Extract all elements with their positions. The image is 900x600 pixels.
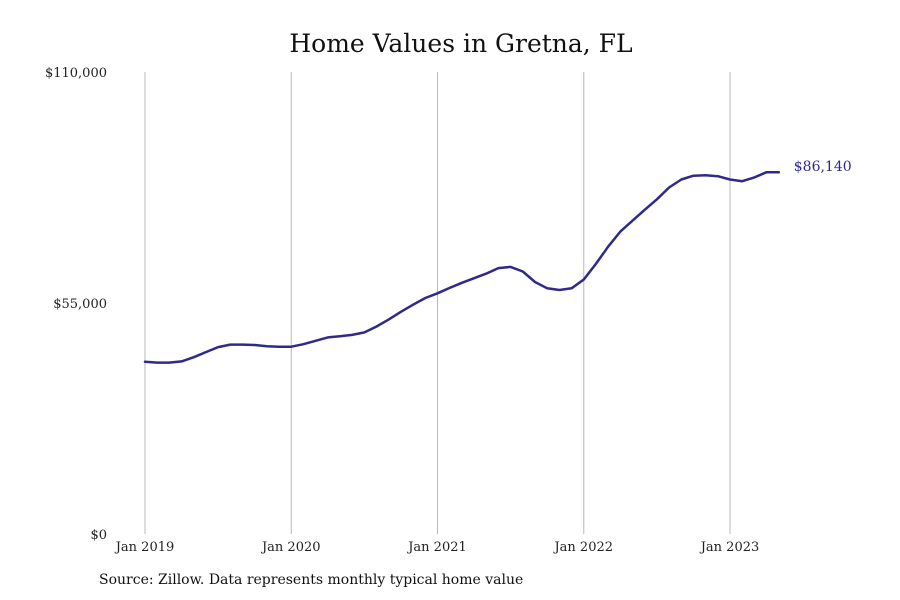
chart-title: Home Values in Gretna, FL [289, 29, 632, 58]
grid-lines [144, 72, 731, 534]
y-tick-label: $110,000 [45, 66, 107, 81]
y-axis-ticks: $0 $55,000 $110,000 [45, 66, 107, 543]
series-line-0 [143, 170, 781, 364]
source-note: Source: Zillow. Data represents monthly … [99, 572, 524, 588]
end-value-label: $86,140 [794, 159, 852, 175]
x-tick-label: Jan 2020 [260, 540, 321, 555]
x-axis-ticks: Jan 2019 Jan 2020 Jan 2021 Jan 2022 Jan 2023 [114, 540, 760, 555]
y-tick-label: $0 [90, 528, 107, 543]
x-tick-label: Jan 2023 [699, 540, 760, 555]
x-tick-label: Jan 2021 [406, 540, 467, 555]
series-lines [143, 170, 781, 364]
x-tick-label: Jan 2022 [552, 540, 613, 555]
y-tick-label: $55,000 [53, 297, 107, 312]
x-tick-label: Jan 2019 [114, 540, 175, 555]
